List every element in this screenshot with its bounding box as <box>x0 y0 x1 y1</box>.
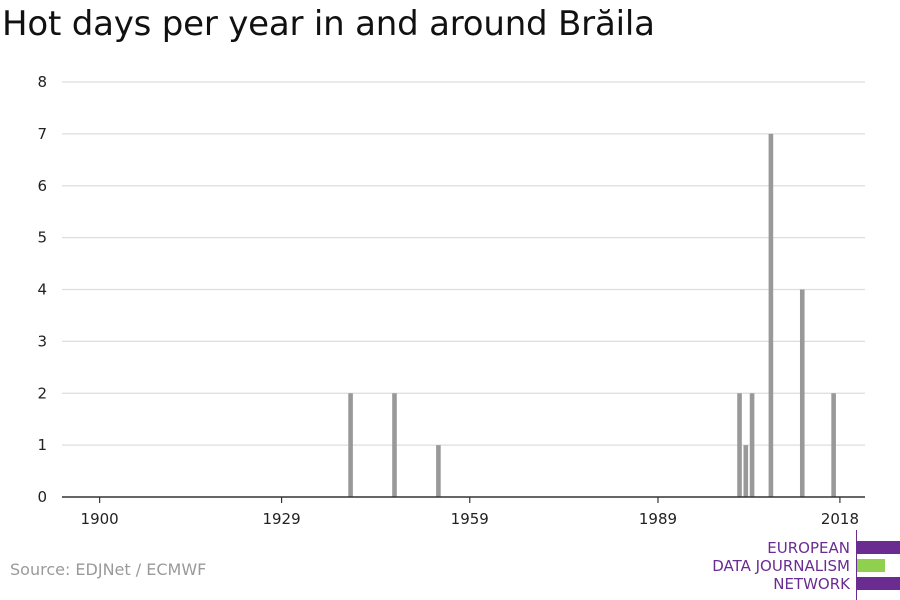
y-tick-label: 8 <box>37 73 47 91</box>
y-tick-label: 5 <box>37 229 47 247</box>
bar <box>768 133 774 497</box>
bar <box>392 393 397 497</box>
y-tick-label: 7 <box>37 125 47 143</box>
bar <box>831 393 836 497</box>
source-note: Source: EDJNet / ECMWF <box>10 560 207 579</box>
y-tick-label: 1 <box>37 436 47 454</box>
y-tick-label: 2 <box>37 384 47 402</box>
y-tick-label: 0 <box>37 488 47 506</box>
bar <box>749 393 755 497</box>
logo-text-data-journalism: DATA JOURNALISM <box>712 557 850 575</box>
bars <box>348 133 836 497</box>
logo-text-network: NETWORK <box>773 575 850 593</box>
bar <box>737 393 742 497</box>
bar <box>436 445 441 497</box>
bar <box>743 445 749 497</box>
chart-title: Hot days per year in and around Brăila <box>2 4 655 44</box>
logo-bar-bottom <box>857 577 900 590</box>
bar <box>799 289 805 497</box>
x-tick-label: 1900 <box>81 510 119 528</box>
x-tick-label: 1989 <box>639 510 677 528</box>
bar <box>348 393 353 497</box>
y-tick-label: 4 <box>37 281 47 299</box>
y-axis-ticks: 0 1 2 3 4 5 6 7 8 <box>37 73 47 506</box>
y-tick-label: 3 <box>37 332 47 350</box>
logo-bar-top <box>857 541 900 554</box>
x-axis-ticks: 1900 1929 1959 1989 2018 <box>81 497 859 528</box>
x-tick-label: 2018 <box>821 510 859 528</box>
edjnet-logo: EUROPEAN DATA JOURNALISM NETWORK <box>700 530 900 600</box>
y-tick-label: 6 <box>37 177 47 195</box>
x-tick-label: 1959 <box>451 510 489 528</box>
logo-bar-middle <box>857 559 885 572</box>
logo-text-european: EUROPEAN <box>767 539 850 557</box>
logo-divider <box>856 530 857 600</box>
x-tick-label: 1929 <box>262 510 300 528</box>
gridlines <box>62 81 865 446</box>
